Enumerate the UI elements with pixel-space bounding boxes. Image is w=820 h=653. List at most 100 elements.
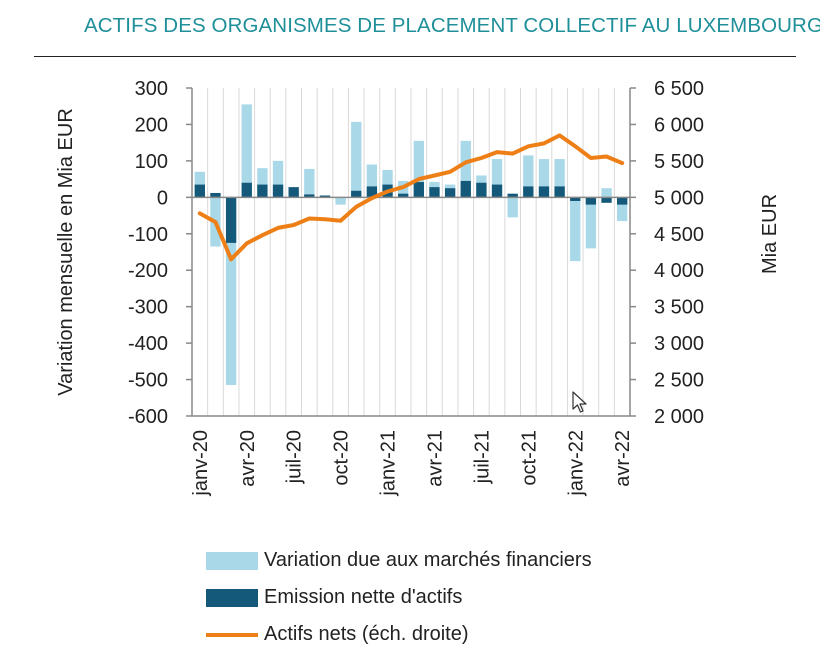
right-tick-label: 6 500 bbox=[654, 78, 704, 100]
market-variation-bar bbox=[413, 140, 424, 198]
net-emission-bar bbox=[570, 197, 581, 201]
left-tick-label: -300 bbox=[128, 297, 168, 319]
x-tick-label: juil-21 bbox=[471, 430, 493, 484]
left-tick-label: -400 bbox=[128, 333, 168, 355]
left-tick-label: -200 bbox=[128, 260, 168, 282]
net-emission-bar bbox=[538, 186, 550, 198]
net-emission-bar bbox=[601, 197, 612, 203]
net-emission-bar bbox=[523, 186, 534, 198]
page-title: ACTIFS DES ORGANISMES DE PLACEMENT COLLE… bbox=[84, 14, 820, 37]
net-emission-bar bbox=[210, 192, 221, 198]
right-tick-label: 6 000 bbox=[654, 114, 704, 136]
net-assets-line bbox=[197, 133, 625, 262]
market-variation-bar bbox=[507, 197, 518, 218]
x-tick-label: janv-22 bbox=[565, 430, 587, 497]
plot-frame bbox=[191, 88, 631, 417]
net-emission-bar bbox=[617, 197, 628, 205]
market-variation-bar bbox=[570, 197, 581, 262]
net-emission-bar bbox=[257, 184, 268, 198]
market-variation-bar bbox=[585, 197, 597, 249]
legend-label-emission: Emission nette d'actifs bbox=[264, 586, 463, 608]
net-emission-bar bbox=[429, 187, 440, 198]
net-emission-bar bbox=[225, 197, 237, 243]
net-emission-bar bbox=[351, 190, 362, 198]
net-emission-bar bbox=[413, 182, 424, 198]
left-tick-label: 300 bbox=[135, 78, 168, 100]
right-tick-label: 5 500 bbox=[654, 151, 704, 173]
market-variation-bar bbox=[601, 188, 612, 198]
market-variation-bar bbox=[351, 121, 362, 198]
legend-label-net-assets: Actifs nets (éch. droite) bbox=[264, 623, 469, 645]
market-variation-bar bbox=[304, 168, 315, 198]
market-variation-bar bbox=[241, 104, 252, 198]
x-tick-label: janv-21 bbox=[378, 430, 400, 497]
legend-item-net-assets: Actifs nets (éch. droite) bbox=[206, 616, 592, 653]
market-variation-bar bbox=[272, 160, 284, 198]
market-variation-bar bbox=[257, 168, 268, 198]
left-axis-ticks: 300 200 100 0 -100 -200 -300 -400 -500 -600 bbox=[128, 78, 192, 428]
net-assets-line-group bbox=[197, 133, 625, 262]
x-tick-label: janv-20 bbox=[190, 430, 212, 497]
net-emission-bar bbox=[304, 194, 315, 198]
legend-label-market: Variation due aux marchés financiers bbox=[264, 549, 592, 571]
legend-swatch-emission bbox=[206, 588, 258, 607]
legend: Variation due aux marchés financiers Emi… bbox=[206, 542, 592, 653]
net-emission-bar bbox=[288, 187, 299, 198]
x-tick-label: oct-21 bbox=[518, 430, 540, 486]
net-emission-bar bbox=[272, 184, 284, 198]
right-tick-label: 5 000 bbox=[654, 187, 704, 209]
right-tick-label: 4 000 bbox=[654, 260, 704, 282]
legend-swatch-market bbox=[206, 551, 258, 570]
net-emission-bar bbox=[491, 184, 503, 198]
x-tick-label: juil-20 bbox=[284, 430, 306, 484]
right-axis-title: Mia EUR bbox=[759, 194, 781, 274]
x-axis-ticks: janv-20 avr-20 juil-20 oct-20 janv-21 avr-21 j… bbox=[190, 430, 634, 497]
left-tick-label: -500 bbox=[128, 370, 168, 392]
left-tick-label: -100 bbox=[128, 224, 168, 246]
x-tick-label: avr-21 bbox=[425, 430, 447, 487]
market-variation-bar bbox=[335, 197, 346, 205]
title-divider bbox=[34, 56, 796, 57]
right-tick-label: 2 500 bbox=[654, 370, 704, 392]
x-tick-label: oct-20 bbox=[331, 430, 353, 486]
net-emission-bar bbox=[460, 180, 471, 198]
left-axis-title: Variation mensuelle en Mia EUR bbox=[55, 108, 77, 396]
net-emission-bar bbox=[398, 193, 409, 198]
market-variation-bar bbox=[225, 197, 237, 386]
net-emission-bar bbox=[366, 186, 378, 198]
right-tick-label: 3 500 bbox=[654, 297, 704, 319]
market-variation-bar bbox=[366, 164, 378, 198]
net-emission-bar bbox=[476, 182, 487, 198]
right-tick-label: 2 000 bbox=[654, 406, 704, 428]
mouse-pointer-icon bbox=[572, 391, 587, 413]
left-tick-label: 100 bbox=[135, 151, 168, 173]
right-tick-label: 3 000 bbox=[654, 333, 704, 355]
net-emission-bar bbox=[319, 195, 331, 198]
left-tick-label: 0 bbox=[157, 187, 168, 209]
left-tick-label: -600 bbox=[128, 406, 168, 428]
market-variation-bar bbox=[617, 197, 628, 222]
market-variation-bar bbox=[460, 140, 471, 198]
market-variation-bar bbox=[538, 159, 550, 198]
right-tick-label: 4 500 bbox=[654, 224, 704, 246]
grid-lines bbox=[207, 88, 615, 416]
legend-item-market: Variation due aux marchés financiers bbox=[206, 542, 592, 579]
net-emission-bar bbox=[585, 197, 597, 205]
net-emission-bar bbox=[194, 184, 205, 198]
market-variation-bar bbox=[382, 170, 393, 198]
net-emission-bar bbox=[241, 182, 252, 198]
net-emission-bar bbox=[554, 186, 565, 198]
x-tick-label: avr-22 bbox=[612, 430, 634, 487]
left-tick-label: 200 bbox=[135, 114, 168, 136]
right-axis-ticks: 6 500 6 000 5 500 5 000 4 500 4 000 3 500 3 000… bbox=[630, 78, 704, 428]
net-emission-bar bbox=[507, 193, 518, 198]
net-emission-bars bbox=[194, 180, 628, 243]
legend-swatch-net-assets bbox=[206, 632, 258, 637]
market-variation-bar bbox=[491, 159, 503, 198]
market-variation-bar bbox=[523, 155, 534, 198]
legend-item-emission: Emission nette d'actifs bbox=[206, 579, 592, 616]
x-tick-label: avr-20 bbox=[237, 430, 259, 487]
market-variation-bar bbox=[554, 159, 565, 198]
net-emission-bar bbox=[444, 188, 456, 198]
